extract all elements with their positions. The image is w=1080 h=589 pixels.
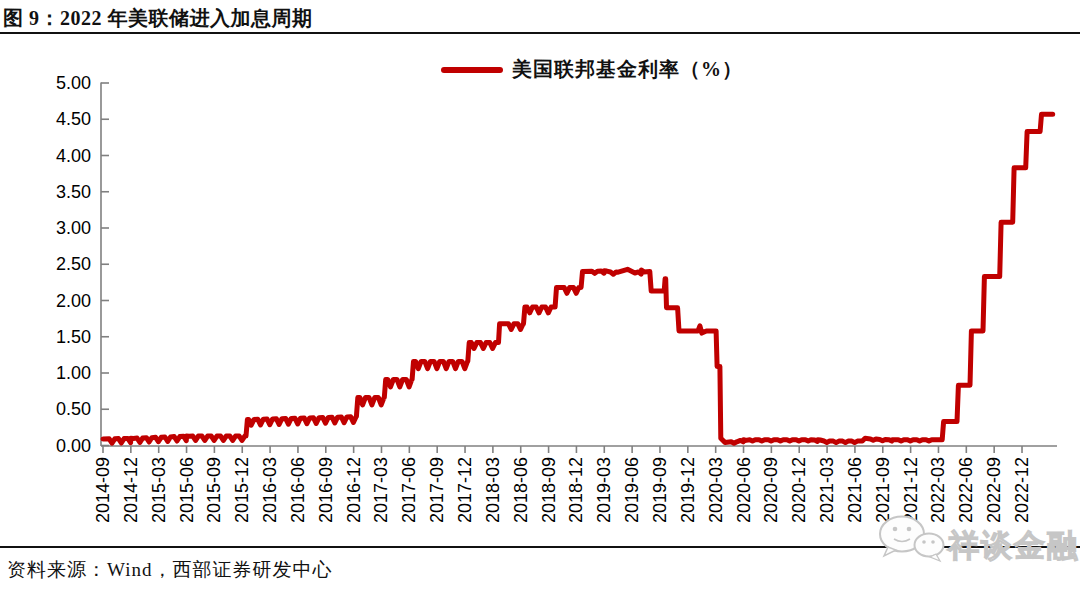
y-axis-label: 1.50 [56,327,91,347]
x-axis-label: 2019-12 [678,457,698,523]
x-axis-label: 2017-09 [427,457,447,523]
y-axis-label: 3.50 [56,182,91,202]
x-axis-label: 2015-03 [149,457,169,523]
x-axis-label: 2016-09 [316,457,336,523]
x-axis-label: 2020-09 [761,457,781,523]
x-axis-label: 2015-06 [177,457,197,523]
x-axis-label: 2019-09 [650,457,670,523]
x-axis-label: 2020-03 [706,457,726,523]
x-axis-label: 2021-03 [817,457,837,523]
x-axis-label: 2018-12 [566,457,586,523]
y-axis-label: 0.00 [56,436,91,456]
y-axis-label: 2.00 [56,291,91,311]
x-axis-label: 2015-09 [204,457,224,523]
x-axis-label: 2018-03 [483,457,503,523]
figure-panel: 图 9：2022 年美联储进入加息周期 美国联邦基金利率（%） 0.000.50… [0,0,1080,589]
y-axis-label: 3.00 [56,218,91,238]
x-axis-label: 2016-12 [344,457,364,523]
x-axis-label: 2018-09 [539,457,559,523]
x-axis-label: 2021-06 [845,457,865,523]
chart-canvas: 0.00 0.50 1.00 1.50 2.00 2.50 3.00 3.50 4.00 4.50… [0,0,1080,589]
y-axis-label: 2.50 [56,254,91,274]
y-axis-label: 5.00 [56,73,91,93]
x-axis-label: 2019-03 [594,457,614,523]
x-axis-label: 2015-12 [232,457,252,523]
x-axis-label: 2017-06 [399,457,419,523]
x-axis-label: 2020-06 [734,457,754,523]
wechat-icon [880,517,944,562]
x-axis-label: 2017-12 [455,457,475,523]
x-axis-label: 2019-06 [622,457,642,523]
x-axis-label: 2018-06 [511,457,531,523]
y-axis-label: 0.50 [56,399,91,419]
y-axis-label: 4.50 [56,109,91,129]
x-axis-label: 2014-12 [121,457,141,523]
watermark: 祥谈金融 [868,512,1080,570]
watermark-text: 祥谈金融 [946,528,1080,563]
x-axis-label: 2020-12 [789,457,809,523]
y-axis-label: 4.00 [56,146,91,166]
x-axis-label: 2016-06 [288,457,308,523]
x-axis-label: 2014-09 [93,457,113,523]
series-line-federal-funds-rate [103,114,1053,443]
source-note: 资料来源：Wind，西部证券研发中心 [7,557,332,583]
y-axis-label: 1.00 [56,363,91,383]
x-axis-label: 2016-03 [260,457,280,523]
x-axis-label: 2017-03 [371,457,391,523]
